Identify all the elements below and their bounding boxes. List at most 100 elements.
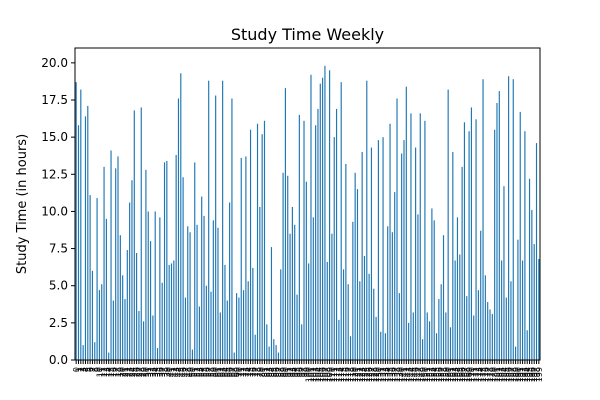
x-tick-label: 183 [498, 367, 507, 382]
bar-39 [166, 160, 168, 360]
bar-60 [215, 95, 217, 360]
bar-108 [326, 261, 328, 360]
bar-128 [373, 288, 375, 360]
y-tick-label: 15.0 [41, 130, 68, 144]
bar-83 [268, 346, 270, 360]
x-tick-label: 68 [230, 367, 239, 377]
y-axis-label: Study Time (in hours) [15, 134, 30, 274]
bar-2 [80, 89, 82, 360]
bar-151 [426, 312, 428, 360]
bar-89 [282, 172, 284, 360]
x-tick-label: 26 [133, 367, 142, 377]
x-tick-label: 94 [291, 367, 300, 377]
bar-29 [143, 321, 145, 360]
bar-175 [482, 79, 484, 360]
x-tick-label: 148 [416, 367, 425, 382]
y-tick-label: 7.5 [49, 242, 68, 256]
bar-93 [291, 206, 293, 360]
x-tick-label: 21 [121, 367, 130, 377]
bar-42 [173, 260, 175, 360]
x-tick-label: 157 [437, 367, 446, 382]
bar-19 [119, 235, 121, 360]
x-tick-label: 194 [523, 367, 532, 382]
bar-195 [528, 178, 531, 360]
x-tick-label: 93 [288, 367, 297, 377]
x-tick-label: 53 [195, 367, 204, 377]
x-tick-label: 111 [330, 367, 339, 382]
x-tick-label: 149 [419, 367, 428, 382]
x-tick-label: 199 [535, 367, 544, 382]
bar-190 [517, 239, 519, 360]
x-tick-label: 191 [516, 367, 525, 382]
x-tick-label: 108 [323, 367, 332, 382]
bar-26 [136, 253, 138, 360]
x-tick-label: 160 [444, 367, 453, 382]
x-tick-label: 54 [198, 367, 207, 377]
x-tick-label: 32 [147, 367, 156, 377]
bar-12 [103, 166, 105, 360]
bar-111 [333, 137, 335, 360]
x-tick-label: 30 [142, 367, 151, 377]
bar-181 [496, 102, 498, 360]
bar-80 [261, 134, 263, 360]
x-tick-label: 166 [458, 367, 467, 382]
x-tick-label: 29 [140, 367, 149, 377]
x-tick-label: 36 [156, 367, 165, 377]
bar-155 [435, 333, 438, 360]
bar-105 [319, 83, 321, 360]
bar-79 [259, 206, 261, 360]
x-tick-label: 138 [393, 367, 402, 382]
bar-187 [510, 281, 512, 360]
bar-157 [440, 284, 442, 360]
bar-82 [266, 324, 268, 360]
x-tick-label: 140 [398, 367, 407, 382]
x-tick-label: 173 [474, 367, 483, 382]
x-tick-label: 115 [340, 367, 349, 382]
x-tick-label: 162 [449, 367, 458, 382]
x-tick-label: 106 [319, 367, 328, 382]
bar-9 [96, 198, 98, 360]
x-tick-label: 101 [307, 367, 316, 382]
bar-145 [412, 312, 414, 360]
bar-36 [159, 217, 161, 360]
bar-114 [340, 82, 342, 361]
x-tick-label: 129 [372, 367, 381, 382]
bar-106 [322, 77, 324, 361]
bar-75 [249, 129, 252, 360]
x-tick-label: 1 [74, 367, 83, 372]
bar-123 [361, 152, 363, 360]
bar-5 [87, 105, 89, 360]
bar-73 [245, 156, 247, 360]
bar-48 [187, 226, 189, 360]
bar-96 [298, 114, 300, 360]
bar-178 [489, 309, 491, 360]
x-tick-label: 34 [151, 367, 160, 377]
bar-176 [484, 275, 486, 360]
x-tick-label: 112 [333, 367, 342, 382]
bar-21 [124, 299, 126, 360]
bar-132 [382, 137, 384, 360]
bar-44 [177, 98, 180, 360]
x-tick-label: 56 [202, 367, 211, 377]
x-tick-label: 96 [295, 367, 304, 377]
bar-33 [152, 315, 154, 360]
bar-103 [315, 125, 317, 360]
x-tick-label: 174 [477, 367, 486, 382]
x-tick-label: 52 [193, 367, 202, 377]
x-tick-label: 110 [328, 367, 337, 382]
bar-125 [366, 80, 368, 360]
bar-47 [184, 297, 187, 360]
x-tick-label: 13 [102, 367, 111, 377]
x-tick-label: 3 [79, 367, 88, 372]
x-tick-label: 63 [219, 367, 228, 377]
x-tick-label: 187 [507, 367, 516, 382]
y-tick-label: 20.0 [41, 56, 68, 70]
bar-62 [219, 312, 221, 360]
bar-51 [194, 162, 196, 360]
bar-98 [303, 120, 305, 360]
bar-45 [180, 73, 182, 360]
x-tick-label: 44 [174, 367, 183, 377]
bar-7 [91, 270, 94, 360]
bar-104 [317, 108, 319, 360]
